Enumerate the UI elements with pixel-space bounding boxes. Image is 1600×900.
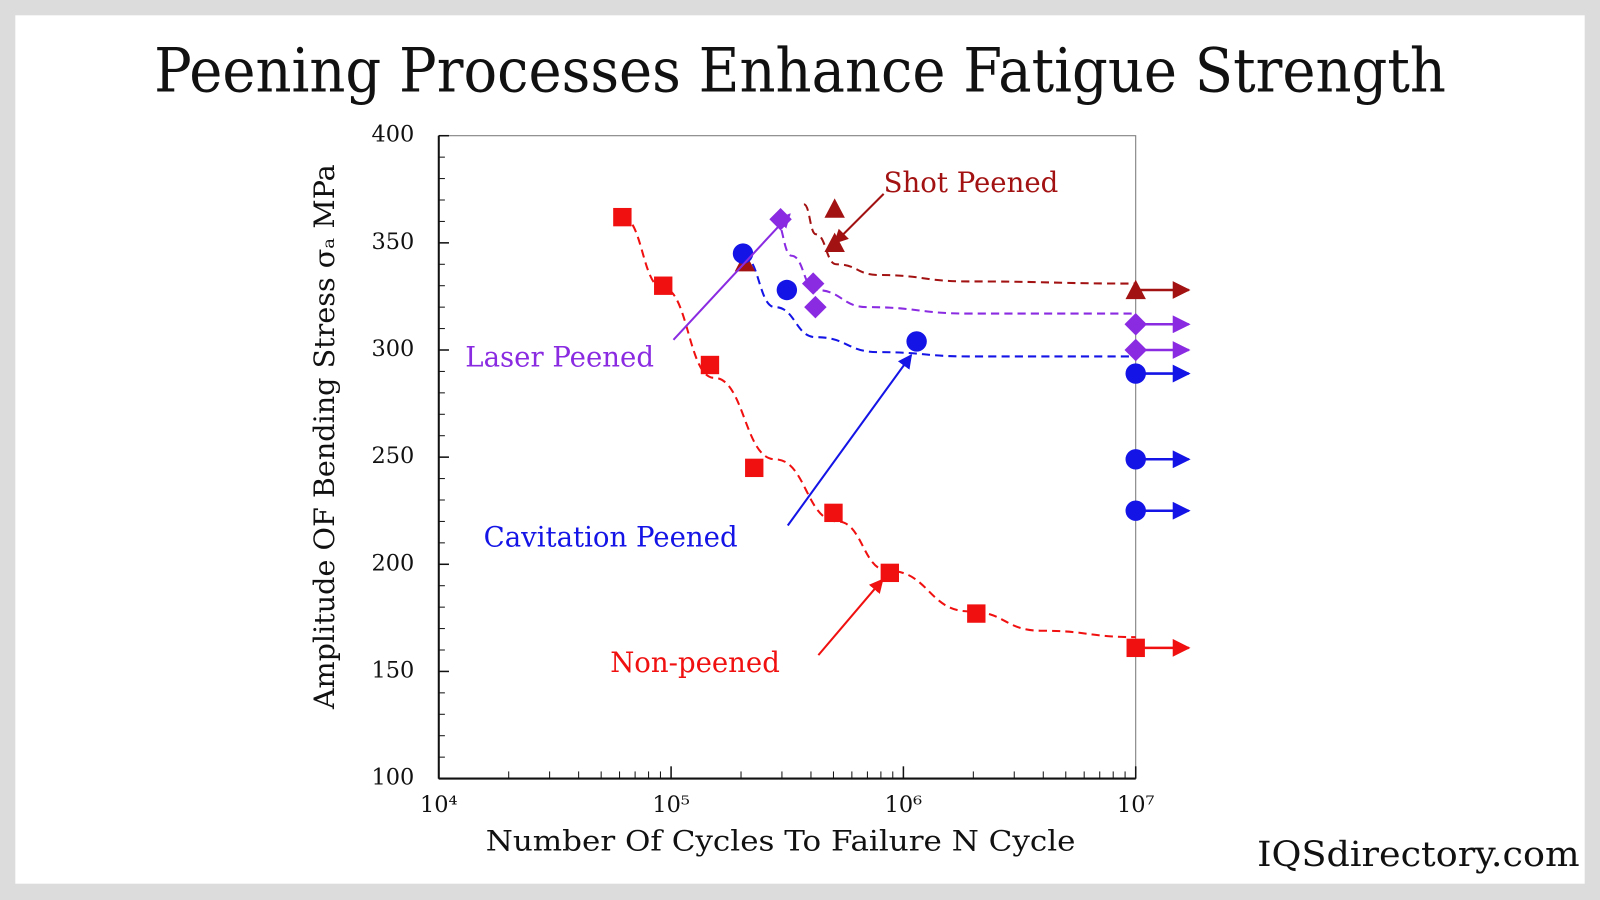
plot-area: 100 150 200 250 300 350 400 10⁴ 10⁵ 10⁶ 10⁷ Shot Pe… [371, 122, 1191, 818]
data-point [1125, 363, 1146, 384]
data-point [613, 207, 632, 227]
y-tick-label: 400 [371, 122, 414, 148]
x-axis-label: Number Of Cycles To Failure N Cycle [486, 825, 1076, 857]
data-point [880, 563, 899, 583]
series-label: Cavitation Peened [484, 521, 738, 553]
fit-curve [803, 203, 1136, 285]
y-tick-label: 300 [371, 336, 414, 362]
data-point [824, 503, 843, 523]
data-point [1124, 338, 1147, 362]
data-point [824, 198, 845, 218]
y-tick-label: 200 [371, 550, 414, 576]
pointer-arrow [672, 213, 791, 341]
data-point [804, 295, 827, 319]
y-tick-label: 350 [371, 229, 414, 255]
y-tick-label: 100 [371, 765, 414, 791]
data-point [1125, 500, 1146, 521]
x-tick-label: 10⁶ [885, 792, 923, 818]
data-point [1125, 279, 1146, 300]
panel [15, 15, 1585, 884]
data-point [967, 604, 986, 623]
series-label: Shot Peened [884, 167, 1059, 199]
y-tick-label: 250 [371, 443, 414, 469]
data-point [801, 272, 825, 295]
data-point [1126, 638, 1145, 658]
fit-curve [774, 218, 1136, 315]
series-label: Laser Peened [465, 342, 654, 374]
x-tick-label: 10⁷ [1117, 792, 1155, 818]
chart-title: Peening Processes Enhance Fatigue Streng… [154, 36, 1446, 107]
data-point [776, 279, 798, 301]
data-point [1125, 449, 1146, 470]
x-tick-label: 10⁵ [652, 792, 690, 818]
data-point [745, 458, 764, 478]
data-point [732, 243, 754, 264]
data-point [700, 355, 720, 375]
pointer-arrow [817, 578, 884, 656]
data-point [906, 331, 927, 352]
watermark: IQSdirectory.com [1257, 835, 1579, 875]
x-tick-label: 10⁴ [420, 792, 458, 818]
data-point [1124, 313, 1147, 336]
y-axis-label: Amplitude OF Bending Stress σₐ MPa [309, 164, 341, 710]
pointer-arrow [786, 353, 913, 527]
pointer-arrow [833, 193, 885, 244]
fit-curve [742, 254, 1136, 358]
y-tick-label: 150 [371, 657, 414, 683]
data-point [654, 276, 673, 295]
series-label: Non-peened [610, 647, 780, 679]
